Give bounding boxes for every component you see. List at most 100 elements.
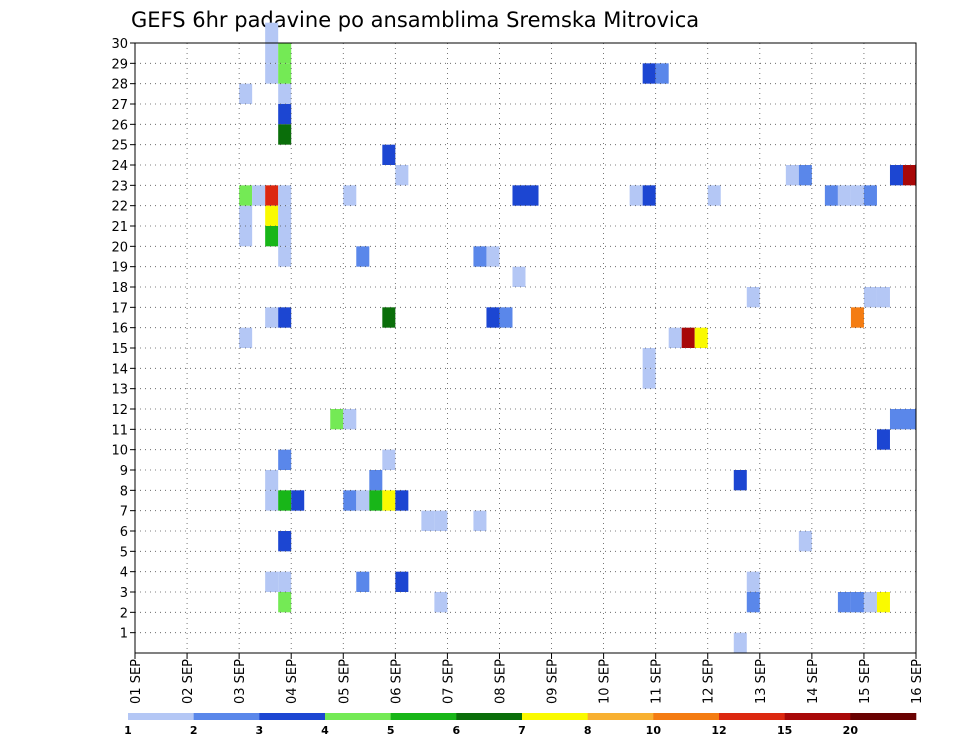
data-cell bbox=[278, 571, 292, 592]
legend-label: 4 bbox=[321, 724, 329, 737]
data-cell bbox=[876, 429, 890, 450]
legend-label: 6 bbox=[453, 724, 461, 737]
y-tick-label: 21 bbox=[111, 220, 128, 235]
legend-label: 2 bbox=[190, 724, 198, 737]
y-axis: 1234567891011121314151617181920212223242… bbox=[111, 37, 135, 642]
x-tick-label: 03 SEP bbox=[233, 659, 248, 704]
data-cell bbox=[863, 592, 877, 613]
data-cell bbox=[642, 368, 656, 389]
legend-swatch bbox=[128, 713, 194, 720]
data-cell bbox=[265, 22, 279, 43]
y-tick-label: 10 bbox=[111, 444, 128, 459]
data-cell bbox=[473, 246, 487, 267]
legend-swatch bbox=[784, 713, 851, 720]
data-cell bbox=[850, 185, 864, 206]
data-cell bbox=[382, 144, 396, 165]
data-cell bbox=[252, 185, 266, 206]
data-cell bbox=[707, 185, 721, 206]
data-cell bbox=[876, 592, 890, 613]
data-cell bbox=[798, 165, 812, 186]
data-cell bbox=[356, 571, 370, 592]
data-cell bbox=[525, 185, 539, 206]
data-cell bbox=[837, 592, 851, 613]
legend-swatch bbox=[719, 713, 785, 720]
data-cell bbox=[239, 205, 253, 226]
legend-swatch bbox=[390, 713, 457, 720]
x-tick-label: 16 SEP bbox=[910, 659, 925, 704]
legend-swatch bbox=[587, 713, 654, 720]
x-tick-label: 08 SEP bbox=[493, 659, 508, 704]
grid-lines bbox=[135, 43, 916, 653]
data-cell bbox=[265, 571, 279, 592]
legend-label: 12 bbox=[711, 724, 726, 737]
x-tick-label: 14 SEP bbox=[806, 659, 821, 704]
data-cell bbox=[746, 592, 760, 613]
x-tick-label: 10 SEP bbox=[598, 659, 613, 704]
data-cell bbox=[694, 327, 708, 348]
data-cell bbox=[278, 124, 292, 145]
data-cell bbox=[395, 165, 409, 186]
data-cell bbox=[278, 307, 292, 328]
data-cell bbox=[837, 185, 851, 206]
data-cell bbox=[668, 327, 682, 348]
data-cell bbox=[265, 470, 279, 491]
data-cell bbox=[850, 307, 864, 328]
data-cell bbox=[343, 490, 357, 511]
x-axis: 01 SEP 02 SEP 03 SEP 04 SEP 05 SEP 06 SEP 07 S… bbox=[129, 653, 925, 704]
data-cell bbox=[785, 165, 799, 186]
y-tick-label: 5 bbox=[120, 545, 128, 560]
legend-label: 7 bbox=[518, 724, 526, 737]
data-cell bbox=[278, 246, 292, 267]
legend-label: 3 bbox=[256, 724, 264, 737]
x-tick-label: 02 SEP bbox=[181, 659, 196, 704]
y-tick-label: 6 bbox=[120, 525, 128, 540]
data-cell bbox=[278, 226, 292, 247]
data-cell bbox=[889, 165, 903, 186]
x-tick-label: 01 SEP bbox=[129, 659, 144, 704]
y-tick-label: 1 bbox=[120, 627, 128, 642]
data-cell bbox=[395, 571, 409, 592]
y-tick-label: 24 bbox=[111, 159, 128, 174]
data-cell bbox=[499, 307, 513, 328]
data-cell bbox=[382, 490, 396, 511]
data-cell bbox=[343, 185, 357, 206]
legend-label: 8 bbox=[584, 724, 592, 737]
data-cell bbox=[486, 307, 500, 328]
y-tick-label: 29 bbox=[111, 57, 128, 72]
data-cell bbox=[239, 226, 253, 247]
legend-label: 1 bbox=[124, 724, 132, 737]
legend-swatch bbox=[522, 713, 588, 720]
chart-title: GEFS 6hr padavine po ansamblima Sremska … bbox=[131, 8, 699, 32]
data-cell bbox=[265, 307, 279, 328]
x-tick-label: 13 SEP bbox=[754, 659, 769, 704]
data-cell bbox=[395, 490, 409, 511]
legend-label: 20 bbox=[843, 724, 859, 737]
y-tick-label: 9 bbox=[120, 464, 128, 479]
data-cell bbox=[733, 632, 747, 653]
data-cell bbox=[265, 43, 279, 64]
legend: 1 2 3 4 5 6 7 8 10 12 15 20 bbox=[124, 713, 917, 737]
y-tick-label: 11 bbox=[111, 423, 128, 438]
data-cell bbox=[824, 185, 838, 206]
y-tick-label: 7 bbox=[120, 505, 128, 520]
data-cell bbox=[330, 409, 344, 430]
data-cell bbox=[343, 409, 357, 430]
data-cell bbox=[512, 185, 526, 206]
x-tick-label: 07 SEP bbox=[441, 659, 456, 704]
y-tick-label: 8 bbox=[120, 484, 128, 499]
data-cell bbox=[265, 185, 279, 206]
y-tick-label: 3 bbox=[120, 586, 128, 601]
y-tick-label: 26 bbox=[111, 118, 128, 133]
data-cell bbox=[278, 531, 292, 552]
data-cell bbox=[512, 266, 526, 287]
x-tick-label: 12 SEP bbox=[702, 659, 717, 704]
data-cell bbox=[473, 510, 487, 531]
data-cell bbox=[239, 185, 253, 206]
data-cell bbox=[746, 287, 760, 308]
y-tick-label: 14 bbox=[111, 362, 128, 377]
legend-label: 15 bbox=[777, 724, 792, 737]
data-cell bbox=[356, 246, 370, 267]
x-tick-label: 05 SEP bbox=[337, 659, 352, 704]
data-cell bbox=[265, 63, 279, 84]
